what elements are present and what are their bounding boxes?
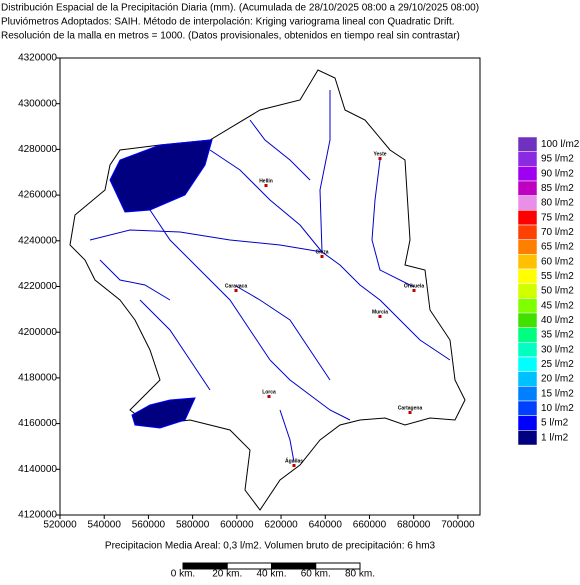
legend-label: 35 l/m2 bbox=[541, 330, 574, 341]
legend-swatch bbox=[517, 151, 538, 167]
legend-label: 15 l/m2 bbox=[541, 388, 574, 399]
city-marker bbox=[264, 184, 268, 187]
x-tick-label: 600000 bbox=[220, 520, 254, 531]
legend-swatch bbox=[517, 166, 538, 182]
legend-swatch bbox=[517, 195, 538, 211]
y-tick-label: 4180000 bbox=[18, 373, 57, 384]
x-tick-label: 540000 bbox=[88, 520, 122, 531]
city: Caravaca bbox=[225, 283, 247, 289]
legend-swatch bbox=[517, 327, 538, 343]
rivers bbox=[89, 90, 451, 463]
city-marker bbox=[267, 395, 271, 398]
legend-label: 50 l/m2 bbox=[541, 286, 574, 297]
city-marker bbox=[320, 255, 324, 258]
x-tick-label: 680000 bbox=[397, 520, 431, 531]
x-tick-label: 700000 bbox=[441, 520, 475, 531]
legend-label: 45 l/m2 bbox=[541, 300, 574, 311]
x-tick-label: 560000 bbox=[132, 520, 166, 531]
legend-label: 60 l/m2 bbox=[541, 256, 574, 267]
y-tick-label: 4320000 bbox=[18, 53, 57, 64]
legend-swatch bbox=[517, 415, 538, 431]
city: Yeste bbox=[373, 151, 386, 157]
scale-label: 20 km. bbox=[212, 569, 242, 580]
scale-label: 0 km. bbox=[171, 569, 195, 580]
y-tick-label: 4260000 bbox=[18, 190, 57, 201]
footer: Precipitacion Media Areal: 0,3 l/m2. Vol… bbox=[105, 541, 436, 552]
header-line: Resolución de la malla en metros = 1000.… bbox=[1, 31, 460, 42]
city: Murcia bbox=[372, 309, 388, 315]
legend-label: 20 l/m2 bbox=[541, 374, 574, 385]
header-line: Pluviómetros Adoptados: SAIH. Método de … bbox=[1, 17, 455, 28]
legend-label: 25 l/m2 bbox=[541, 359, 574, 370]
legend-swatch bbox=[517, 283, 538, 299]
legend-swatch bbox=[517, 210, 538, 226]
x-tick-label: 620000 bbox=[264, 520, 298, 531]
scale-label: 80 km. bbox=[345, 569, 375, 580]
legend-label: 95 l/m2 bbox=[541, 154, 574, 165]
legend-swatch bbox=[517, 371, 538, 387]
x-tick-label: 660000 bbox=[353, 520, 387, 531]
legend-label: 5 l/m2 bbox=[541, 418, 569, 429]
legend-label: 85 l/m2 bbox=[541, 183, 574, 194]
legend-swatch bbox=[517, 224, 538, 240]
city-marker bbox=[234, 289, 238, 292]
y-tick-label: 4280000 bbox=[18, 144, 57, 155]
y-tick-label: 4240000 bbox=[18, 235, 57, 246]
legend-label: 80 l/m2 bbox=[541, 198, 574, 209]
city-marker bbox=[378, 157, 382, 160]
scale-label: 40 km. bbox=[256, 569, 286, 580]
city-marker bbox=[292, 464, 296, 467]
legend-swatch bbox=[517, 342, 538, 358]
city: Cartagena bbox=[398, 405, 423, 411]
legend-label: 1 l/m2 bbox=[541, 432, 569, 443]
city: Águilas bbox=[285, 457, 303, 464]
legend-swatch bbox=[517, 312, 538, 328]
x-tick-label: 640000 bbox=[309, 520, 343, 531]
y-tick-label: 4160000 bbox=[18, 418, 57, 429]
legend-label: 65 l/m2 bbox=[541, 242, 574, 253]
legend-label: 40 l/m2 bbox=[541, 315, 574, 326]
city-marker bbox=[408, 411, 412, 414]
city-marker bbox=[412, 289, 416, 292]
scale-label: 60 km. bbox=[301, 569, 331, 580]
city: Orihuela bbox=[404, 283, 425, 289]
legend-swatch bbox=[517, 400, 538, 416]
y-tick-label: 4300000 bbox=[18, 98, 57, 109]
y-tick-label: 4140000 bbox=[18, 464, 57, 475]
city: Hellín bbox=[259, 178, 273, 184]
legend-label: 10 l/m2 bbox=[541, 403, 574, 414]
precip-area bbox=[109, 139, 213, 213]
legend-swatch bbox=[517, 180, 538, 196]
scale-segment bbox=[315, 562, 361, 570]
y-tick-label: 4220000 bbox=[18, 281, 57, 292]
city: Cieza bbox=[315, 249, 328, 255]
legend-label: 75 l/m2 bbox=[541, 212, 574, 223]
city: Lorca bbox=[262, 389, 276, 395]
x-tick-label: 580000 bbox=[176, 520, 210, 531]
legend-swatch bbox=[517, 356, 538, 372]
y-tick-label: 4200000 bbox=[18, 327, 57, 338]
legend-swatch bbox=[517, 239, 538, 255]
legend-label: 30 l/m2 bbox=[541, 344, 574, 355]
legend-swatch bbox=[517, 386, 538, 402]
header-line: Distribución Espacial de la Precipitació… bbox=[1, 3, 479, 14]
precip-area bbox=[131, 397, 196, 429]
y-tick-label: 4120000 bbox=[18, 510, 57, 521]
city-marker bbox=[378, 315, 382, 318]
legend-swatch bbox=[517, 268, 538, 284]
legend-label: 100 l/m2 bbox=[541, 139, 580, 150]
legend-swatch bbox=[517, 430, 538, 446]
legend-swatch bbox=[517, 254, 538, 270]
legend-swatch bbox=[517, 136, 538, 152]
legend-label: 90 l/m2 bbox=[541, 168, 574, 179]
x-tick-label: 520000 bbox=[43, 520, 77, 531]
legend-swatch bbox=[517, 298, 538, 314]
legend-label: 55 l/m2 bbox=[541, 271, 574, 282]
legend-label: 70 l/m2 bbox=[541, 227, 574, 238]
